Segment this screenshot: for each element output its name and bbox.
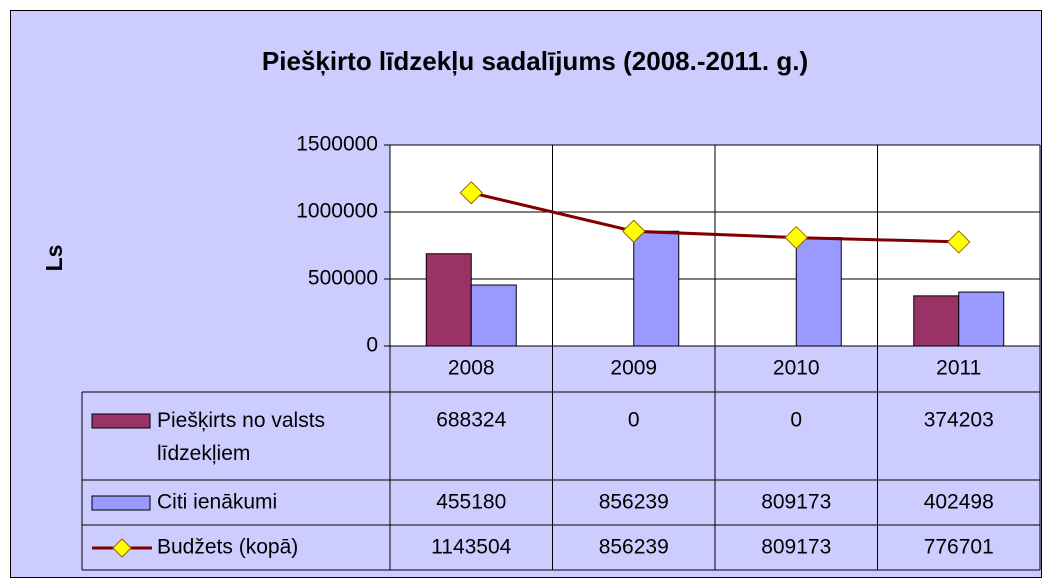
y-tick-label: 1500000 bbox=[296, 133, 378, 156]
table-value: 809173 bbox=[761, 491, 831, 514]
line-marker bbox=[622, 219, 646, 243]
bar bbox=[470, 284, 517, 347]
legend-label-wrap: Piešķirts no valsts līdzekļiem bbox=[157, 409, 326, 465]
table-value: 776701 bbox=[924, 536, 994, 559]
x-tick-label: 2010 bbox=[773, 357, 820, 380]
table-value: 455180 bbox=[436, 491, 506, 514]
table-value: 402498 bbox=[924, 491, 994, 514]
x-tick-label: 2009 bbox=[610, 357, 657, 380]
table-value: 374203 bbox=[924, 409, 994, 432]
table-value: 1143504 bbox=[431, 536, 512, 559]
line-marker bbox=[947, 230, 971, 254]
table-value: 688324 bbox=[436, 409, 506, 432]
bar bbox=[633, 230, 680, 347]
bar bbox=[913, 295, 960, 347]
legend-label: Budžets (kopā) bbox=[157, 536, 298, 559]
x-tick-label: 2011 bbox=[936, 357, 981, 380]
table-value: 809173 bbox=[761, 536, 831, 559]
legend-key bbox=[91, 413, 151, 429]
legend-label: Piešķirts no valsts līdzekļiem bbox=[157, 409, 326, 465]
bar bbox=[958, 291, 1005, 347]
line-series bbox=[470, 191, 959, 244]
bar bbox=[795, 237, 842, 347]
chart-title: Piešķirto līdzekļu sadalījums (2008.-201… bbox=[262, 46, 808, 76]
y-axis-label: Ls bbox=[41, 245, 67, 272]
legend-key-marker bbox=[112, 538, 132, 558]
table-value: 0 bbox=[790, 409, 802, 432]
y-tick-label: 500000 bbox=[308, 267, 378, 290]
table-value: 0 bbox=[628, 409, 640, 432]
line-marker bbox=[459, 181, 483, 205]
line-marker bbox=[784, 225, 808, 250]
legend-label: Citi ienākumi bbox=[157, 491, 277, 514]
bar bbox=[425, 253, 472, 347]
y-tick-label: 1000000 bbox=[296, 200, 378, 223]
table-value: 856239 bbox=[599, 491, 669, 514]
x-tick-label: 2008 bbox=[448, 357, 495, 380]
table-value: 856239 bbox=[599, 536, 669, 559]
legend-key bbox=[91, 495, 151, 511]
y-tick-label: 0 bbox=[366, 334, 378, 357]
